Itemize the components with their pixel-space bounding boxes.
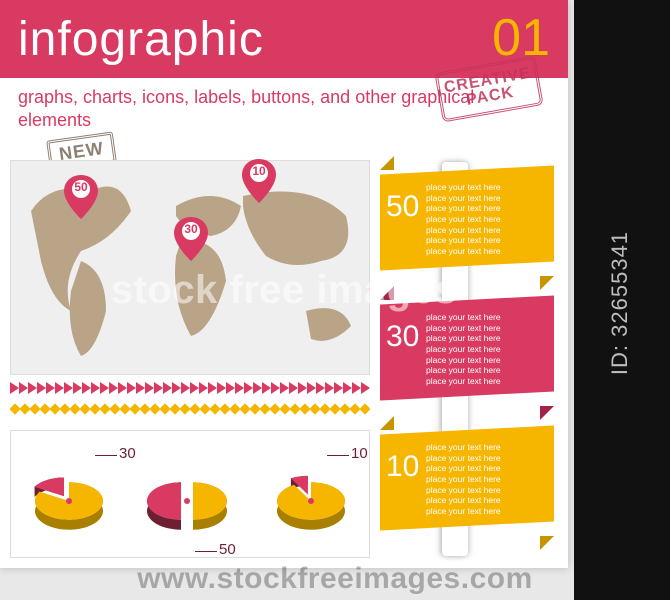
ribbon-text: place your text hereplace your text here… (380, 434, 554, 524)
world-map-panel: 50 30 10 (10, 160, 370, 375)
decorative-arrow-row (10, 382, 370, 396)
ribbon-50: 50 place your text hereplace your text h… (380, 170, 554, 276)
watermark-id: ID: 32655341 (607, 113, 633, 493)
ribbon-30: 30 place your text hereplace your text h… (380, 300, 554, 406)
header-title: infographic (0, 12, 568, 67)
watermark-side-bar: ID: 32655341 (574, 0, 670, 600)
map-pin-50: 50 (64, 175, 98, 219)
map-pin-10: 10 (242, 159, 276, 203)
ribbon-10: 10 place your text hereplace your text h… (380, 430, 554, 536)
pie-chart-2 (11, 431, 371, 559)
infographic-stage: infographic 01 graphs, charts, icons, la… (0, 0, 568, 568)
decorative-diamond-row (10, 402, 370, 416)
map-pin-30: 30 (174, 217, 208, 261)
pie-label-10: 10 (351, 445, 368, 462)
ribbon-text: place your text hereplace your text here… (380, 174, 554, 264)
ribbon-column: 50 place your text hereplace your text h… (380, 170, 554, 560)
pie-chart-panel: 305010 (10, 430, 370, 558)
ribbon-text: place your text hereplace your text here… (380, 304, 554, 394)
